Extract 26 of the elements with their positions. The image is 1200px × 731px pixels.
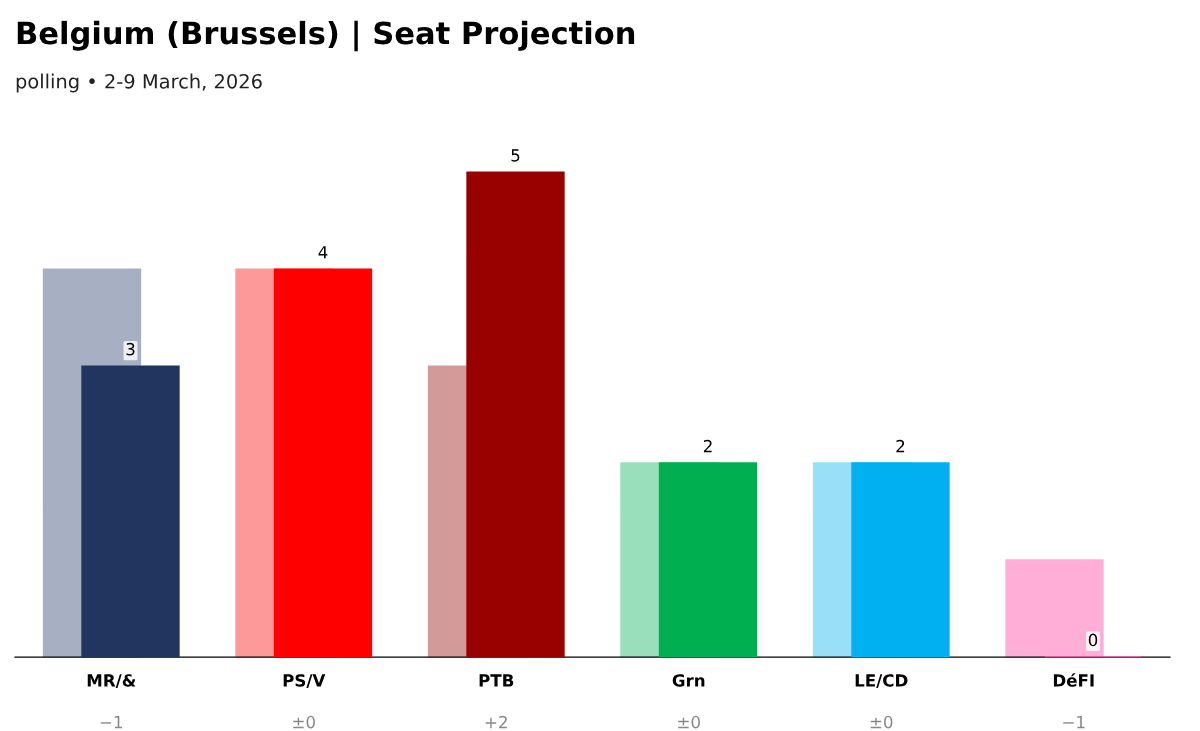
bar	[658, 462, 758, 658]
x-tick-label: DéFI	[1053, 673, 1094, 687]
text: ±0	[293, 715, 315, 729]
bar	[1005, 559, 1104, 658]
text: ±0	[678, 715, 700, 729]
bar	[273, 268, 373, 658]
bar	[81, 365, 180, 658]
x-tick-label: PS/V	[283, 674, 326, 689]
data-label: 0	[1088, 633, 1098, 647]
x-tick-label: Grn	[672, 674, 705, 687]
text: ±0	[870, 715, 893, 729]
text: +2	[485, 715, 507, 729]
text: −1	[100, 716, 122, 729]
data-label: 3	[126, 342, 135, 356]
chart-title: Belgium (Brussels) | Seat Projection	[17, 20, 635, 52]
x-tick-label: PTB	[479, 674, 514, 687]
data-label: 2	[896, 439, 905, 453]
data-label: 2	[703, 439, 712, 453]
bar	[466, 171, 565, 658]
text: −1	[1063, 716, 1085, 729]
chart-subtitle: polling • 2-9 March, 2026	[16, 73, 262, 93]
data-label: 4	[318, 246, 328, 259]
x-tick-label: LE/CD	[855, 674, 908, 689]
x-tick-label: MR/&	[87, 674, 136, 689]
data-label: 5	[511, 149, 520, 162]
bar	[851, 462, 950, 658]
